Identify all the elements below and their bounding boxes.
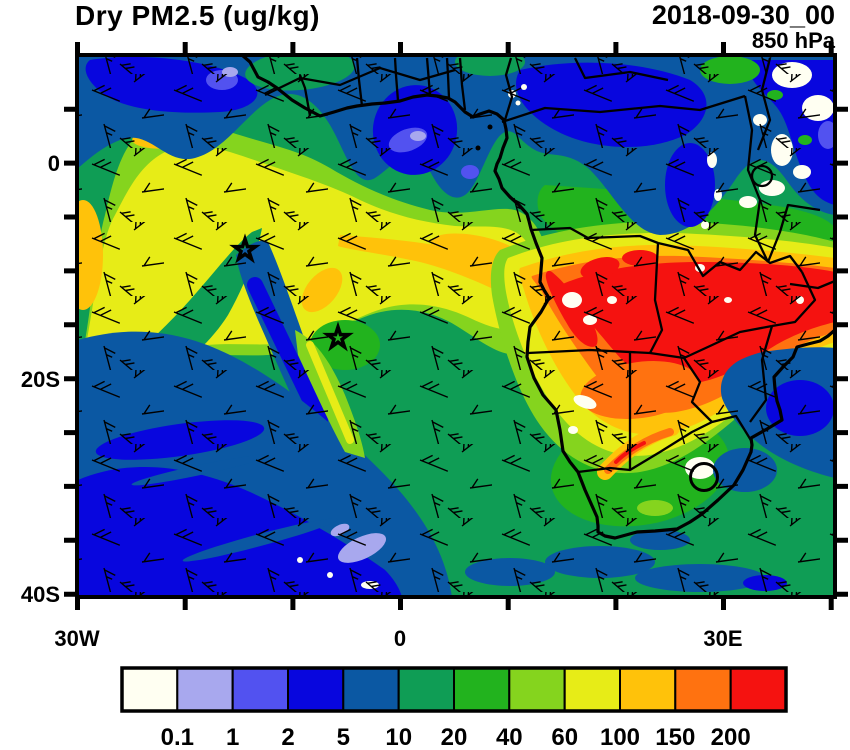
colorbar-swatch (674, 667, 732, 712)
colorbar-swatch (287, 667, 345, 712)
colorbar-label: 5 (337, 724, 350, 750)
y-axis-label-40s: 40S (21, 582, 60, 607)
colorbar-swatch (508, 667, 566, 712)
colorbar-label: 10 (385, 724, 412, 750)
x-axis-label-0: 0 (394, 626, 406, 651)
pm25-field (77, 55, 835, 597)
colorbar-swatch (342, 667, 400, 712)
colorbar-swatch (176, 667, 234, 712)
colorbar-swatch (121, 667, 179, 712)
colorbar-swatches (121, 667, 788, 712)
axis-ticks (64, 42, 848, 610)
colorbar-label: 40 (496, 724, 523, 750)
wind-barbs-overlay (77, 55, 835, 597)
colorbar-swatch (729, 667, 788, 712)
star-marker (322, 321, 354, 352)
colorbar-swatch (231, 667, 289, 712)
colorbar-frame (120, 666, 788, 713)
colorbar-label: 0.1 (161, 724, 194, 750)
colorbar-swatch (619, 667, 677, 712)
plot-datetime: 2018-09-30_00 (651, 0, 835, 30)
colorbar-label: 200 (711, 724, 751, 750)
colorbar: 0.1 1 2 5 10 20 40 60 100 150 200 (120, 666, 788, 750)
plot-title: Dry PM2.5 (ug/kg) (75, 0, 320, 31)
y-axis-label-0: 0 (48, 151, 60, 176)
colorbar-label: 20 (441, 724, 468, 750)
colorbar-label: 1 (226, 724, 239, 750)
colorbar-labels: 0.1 1 2 5 10 20 40 60 100 150 200 (161, 724, 751, 750)
star-marker (229, 233, 261, 264)
colorbar-label: 60 (551, 724, 578, 750)
colorbar-label: 2 (281, 724, 294, 750)
colorbar-swatch (397, 667, 456, 712)
x-axis-label-30w: 30W (54, 626, 99, 651)
y-axis-label-20s: 20S (21, 367, 60, 392)
colorbar-label: 100 (600, 724, 640, 750)
x-axis-label-30e: 30E (703, 626, 742, 651)
colorbar-swatch (453, 667, 511, 712)
map-plot: 0 20S 40S 30W 0 30E (21, 42, 848, 651)
plot-pressure-level: 850 hPa (751, 28, 835, 53)
colorbar-label: 150 (655, 724, 695, 750)
colorbar-swatch (563, 667, 622, 712)
